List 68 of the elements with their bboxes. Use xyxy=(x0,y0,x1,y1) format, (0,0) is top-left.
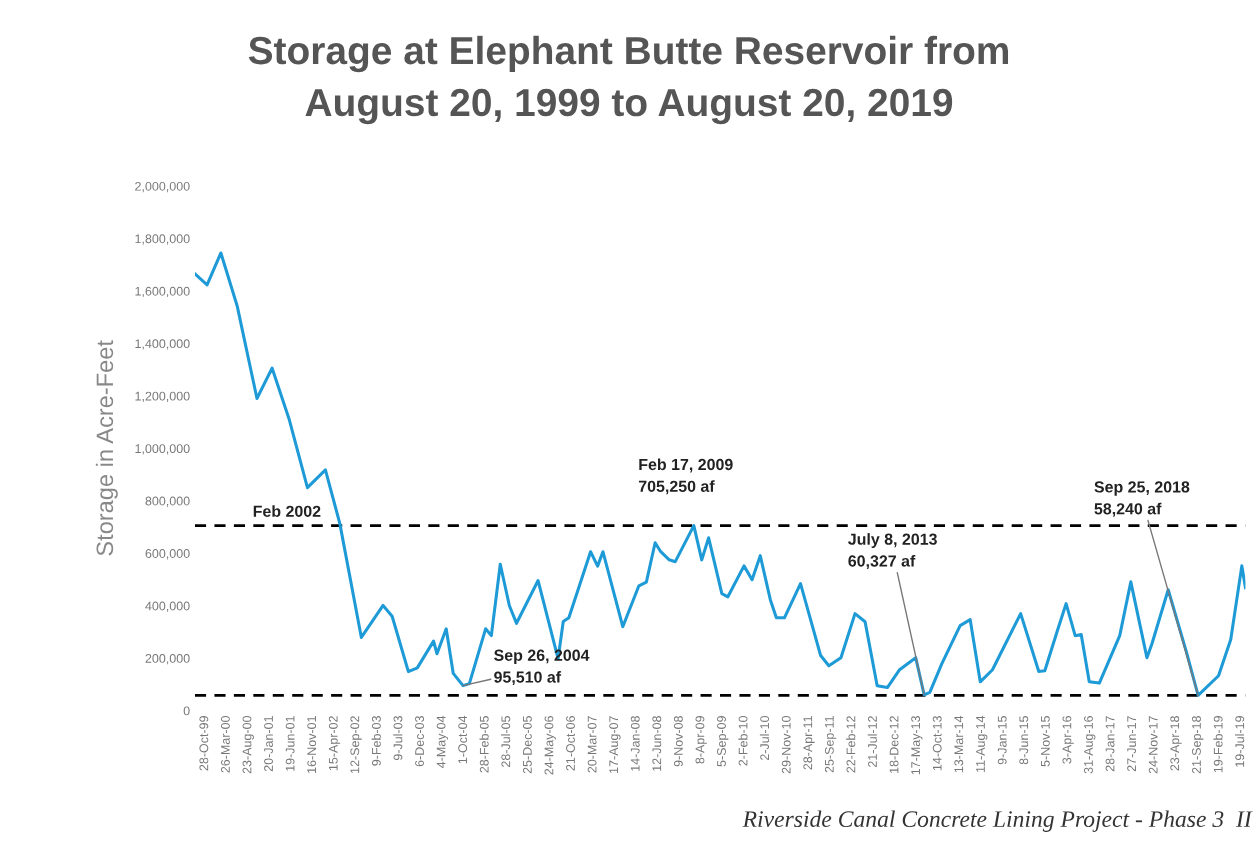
x-tick-label: 8-Jun-15 xyxy=(1019,716,1029,765)
x-tick-label: 9-Jan-15 xyxy=(997,716,1007,765)
y-tick-label: 1,000,000 xyxy=(135,444,190,455)
x-tick-label: 24-May-06 xyxy=(544,716,556,775)
x-tick-label: 5-Nov-15 xyxy=(1041,716,1050,767)
x-tick-label: 3-Apr-16 xyxy=(1062,716,1074,764)
x-tick-label: 26-Mar-00 xyxy=(220,715,230,773)
x-tick-label: 23-Apr-18 xyxy=(1170,716,1182,771)
annotation: July 8, 2013 60,327 af xyxy=(848,533,937,569)
y-tick-label: 800,000 xyxy=(145,496,190,507)
x-tick-label: 13-Mar-14 xyxy=(954,715,964,773)
x-tick-label: 18-Dec-12 xyxy=(889,716,899,773)
x-tick-label: 21-Sep-18 xyxy=(1192,716,1204,774)
x-tick-label: 27-Jun-17 xyxy=(1127,716,1137,772)
x-tick-label: 31-Aug-16 xyxy=(1084,716,1096,774)
x-tick-label: 21-Jul-12 xyxy=(867,716,877,767)
x-tick-label: 11-Aug-14 xyxy=(976,715,988,772)
x-tick-label: 17-Aug-07 xyxy=(609,716,621,773)
annotation: Feb 2002 xyxy=(253,505,321,517)
x-tick-label: 15-Apr-02 xyxy=(328,716,341,771)
line-series xyxy=(194,251,1246,697)
x-tick-label: 20-Mar-07 xyxy=(587,716,597,773)
x-tick-label: 4-May-04 xyxy=(436,715,448,769)
x-tick-label: 23-Aug-00 xyxy=(242,715,254,774)
y-tick-label: 1,400,000 xyxy=(135,339,190,350)
x-tick-label: 25-Sep-11 xyxy=(824,716,837,773)
y-tick-label: 0 xyxy=(183,706,190,716)
text: Riverside Canal Concrete Lining Project - Phase 3 II xyxy=(742,810,1253,832)
y-axis-title: Storage in Acre-Feet xyxy=(95,340,118,556)
x-tick-label: 28-Jul-05 xyxy=(501,716,511,767)
x-tick-label: 2-Jul-10 xyxy=(759,715,770,761)
x-tick-label: 14-Oct-13 xyxy=(932,716,942,771)
x-tick-label: 19-Jul-19 xyxy=(1234,716,1245,767)
x-tick-label: 19-Jun-01 xyxy=(285,716,295,771)
x-tick-label: 28-Feb-05 xyxy=(479,716,489,773)
y-tick-label: 400,000 xyxy=(145,601,190,612)
x-tick-label: 6-Dec-03 xyxy=(415,716,424,767)
annotation: Sep 25, 2018 58,240 af xyxy=(1094,481,1190,517)
x-tick-label: 12-Jun-08 xyxy=(652,716,662,771)
y-tick-label: 2,000,000 xyxy=(135,181,190,193)
x-tick-label: 1-Oct-04 xyxy=(458,715,468,764)
y-tick-label: 1,200,000 xyxy=(135,391,190,403)
x-tick-label: 28-Jan-17 xyxy=(1105,716,1115,772)
y-tick-label: 600,000 xyxy=(145,549,190,560)
x-tick-label: 9-Nov-08 xyxy=(673,716,683,767)
x-tick-label: 9-Jul-03 xyxy=(393,716,403,761)
x-tick-label: 8-Apr-09 xyxy=(695,716,707,764)
x-tick-label: 12-Sep-02 xyxy=(350,716,362,773)
x-tick-label: 17-May-13 xyxy=(911,716,923,775)
x-tick-label: 14-Jan-08 xyxy=(630,716,640,771)
y-tick-label: 1,600,000 xyxy=(135,286,190,298)
chart-title: Storage at Elephant Butte Reservoir from August 20, 1999 to August 20, 2019 xyxy=(248,35,1009,125)
y-tick-label: 1,800,000 xyxy=(135,234,190,245)
x-tick-label: 24-Nov-17 xyxy=(1148,716,1158,774)
annotation: Feb 17, 2009 705,250 af xyxy=(638,458,733,495)
y-tick-label: 200,000 xyxy=(145,653,190,665)
x-tick-label: 9-Feb-03 xyxy=(371,716,381,766)
x-tick-label: 28-Apr-11 xyxy=(803,716,815,770)
x-tick-label: 20-Jan-01 xyxy=(264,716,273,772)
x-tick-label: 22-Feb-12 xyxy=(846,716,856,773)
x-tick-label: 19-Feb-19 xyxy=(1213,716,1223,773)
x-tick-label: 25-Dec-05 xyxy=(522,716,532,774)
x-tick-label: 5-Sep-09 xyxy=(717,716,729,767)
x-tick-label: 2-Feb-10 xyxy=(738,715,748,766)
x-tick-label: 16-Nov-01 xyxy=(307,716,317,773)
x-tick-label: 29-Nov-10 xyxy=(781,715,791,774)
x-tick-label: 21-Oct-06 xyxy=(566,716,575,771)
x-tick-label: 28-Oct-99 xyxy=(199,716,209,771)
